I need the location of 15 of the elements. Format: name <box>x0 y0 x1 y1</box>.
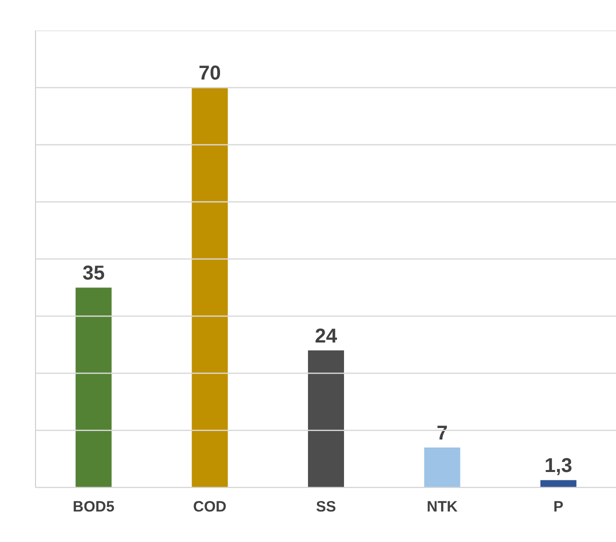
data-label: 1,3 <box>544 455 572 478</box>
bar <box>308 350 344 488</box>
x-tick-label: BOD5 <box>72 498 114 516</box>
data-label: 24 <box>314 325 338 348</box>
x-tick-label: NTK <box>426 498 458 516</box>
bar <box>424 448 460 488</box>
bar <box>192 88 228 488</box>
x-tick-label: COD <box>193 498 227 516</box>
data-label: 7 <box>436 422 448 445</box>
x-tick-label: P <box>553 498 564 516</box>
bar <box>540 480 576 488</box>
bar <box>76 288 112 488</box>
data-label: 35 <box>82 262 105 285</box>
x-tick-label: SS <box>316 498 336 516</box>
data-label: 70 <box>198 62 221 85</box>
